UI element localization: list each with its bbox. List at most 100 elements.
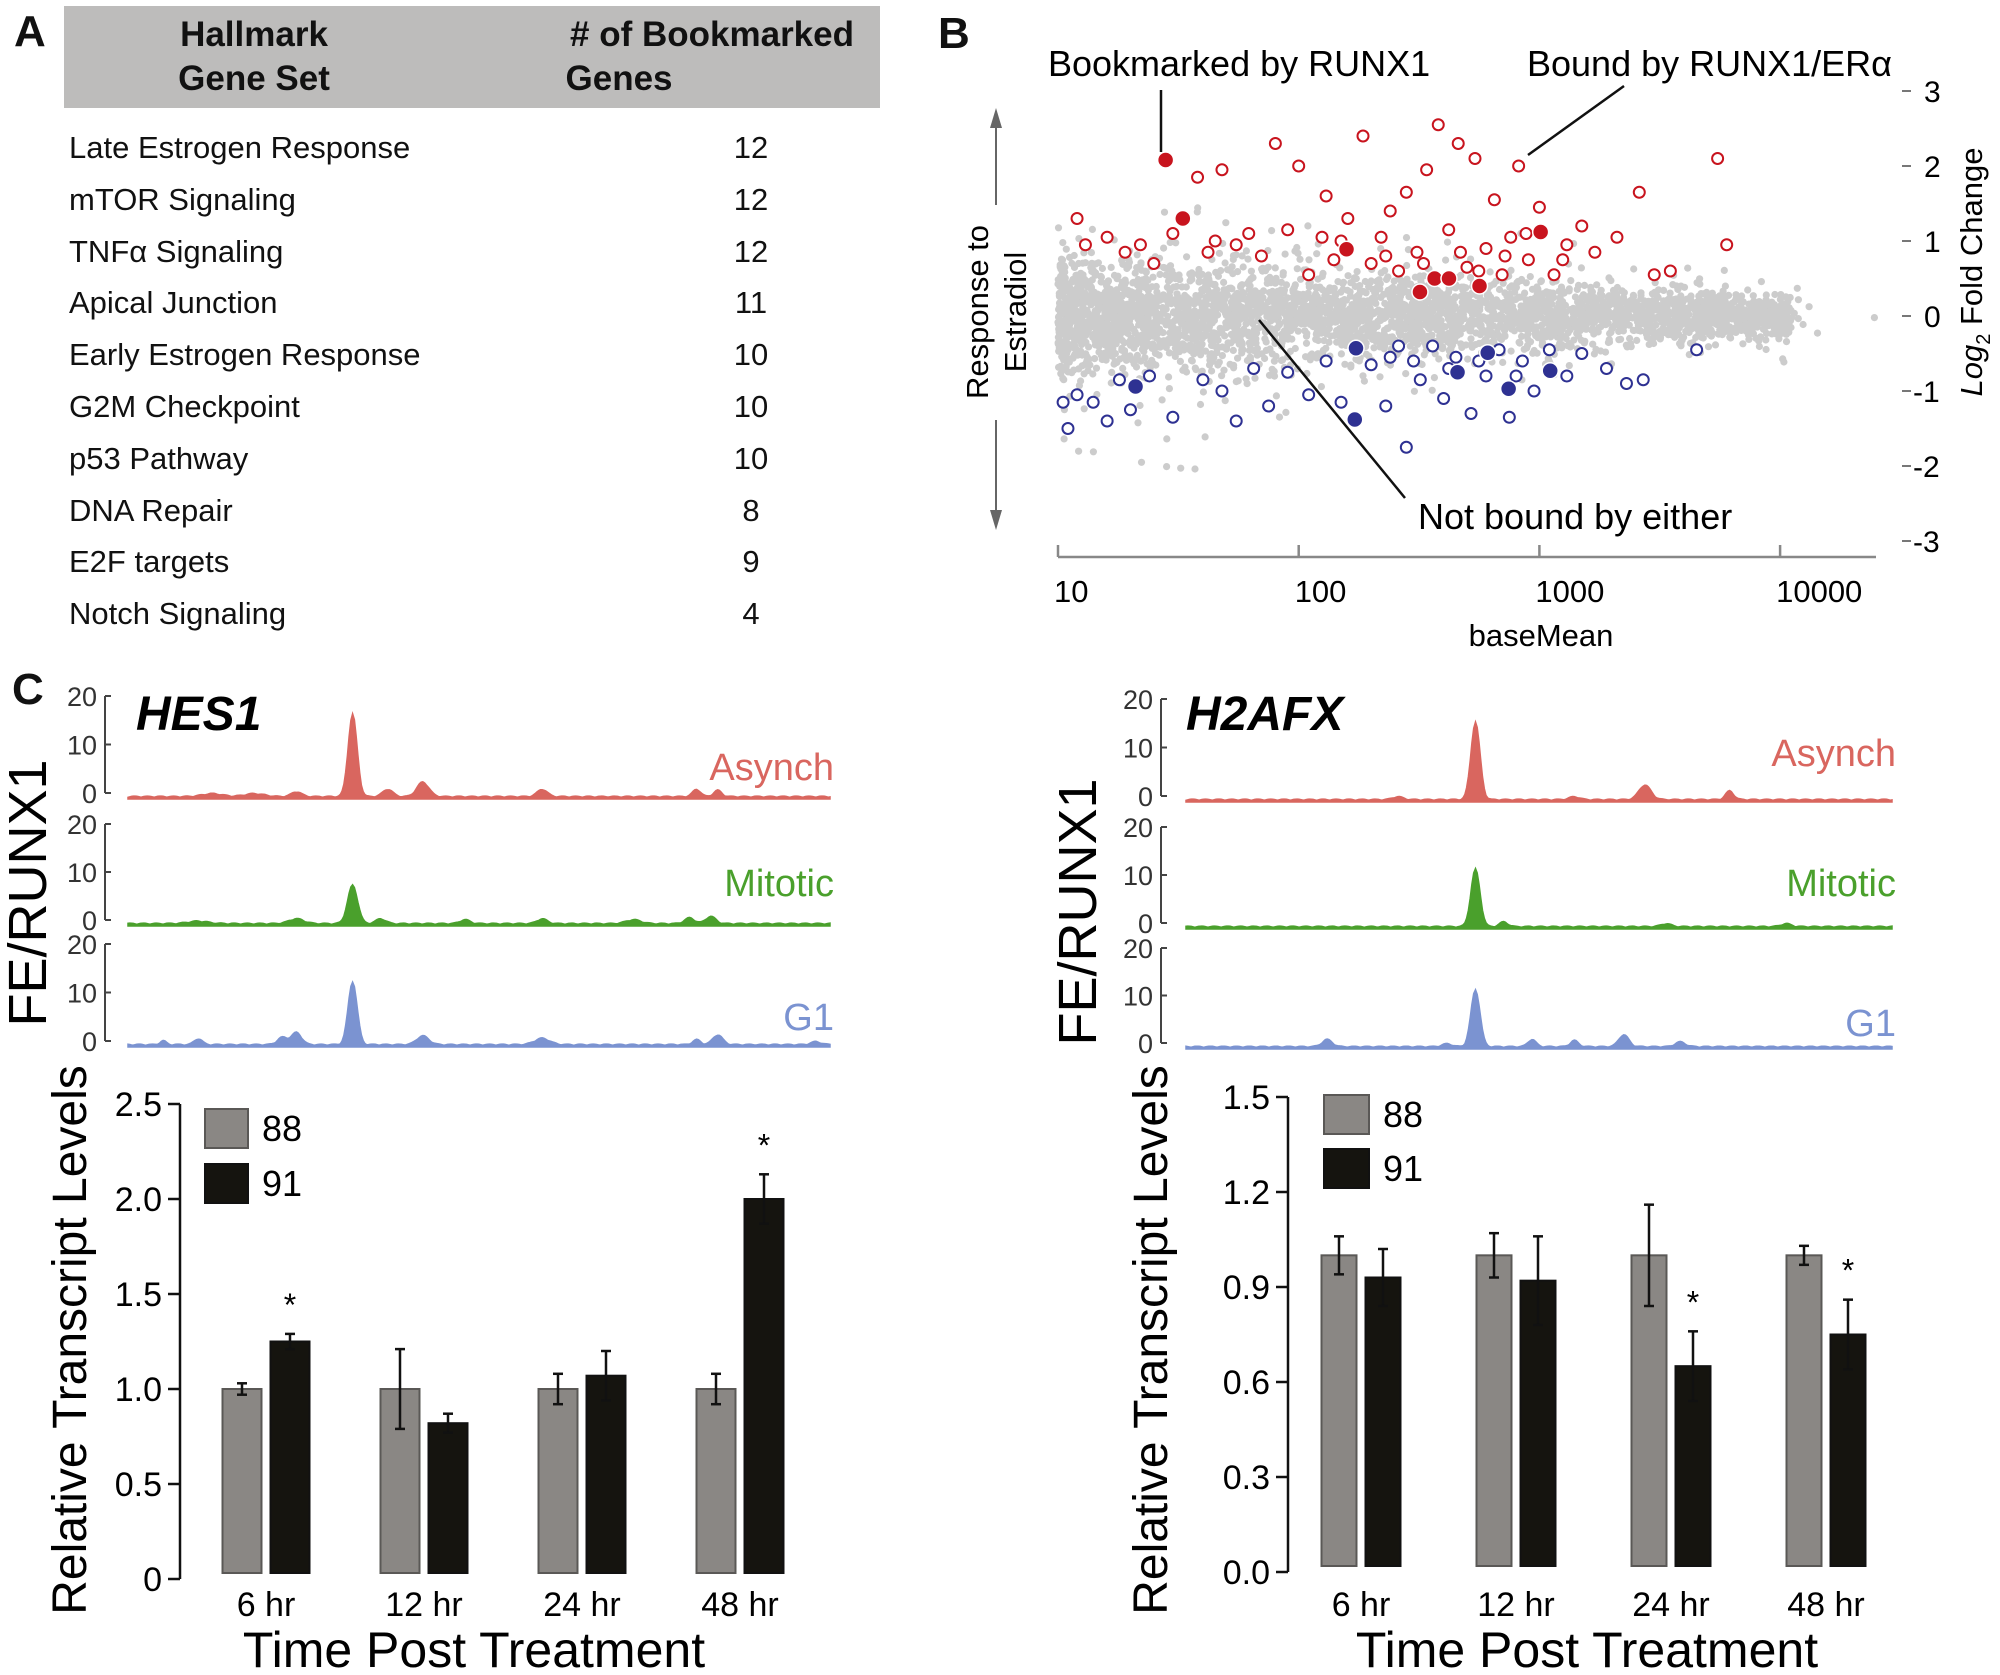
not-bound-point bbox=[1570, 336, 1578, 344]
not-bound-point bbox=[1119, 328, 1127, 336]
not-bound-point bbox=[1087, 323, 1095, 331]
bound-down-point bbox=[1619, 377, 1633, 390]
not-bound-point bbox=[1153, 320, 1161, 328]
bound-up-point bbox=[1147, 257, 1161, 270]
not-bound-point bbox=[1152, 313, 1160, 321]
not-bound-point bbox=[1362, 289, 1370, 297]
x-tick-label: 12 hr bbox=[1477, 1586, 1555, 1624]
not-bound-point bbox=[1391, 305, 1399, 313]
not-bound-point bbox=[1651, 315, 1659, 323]
not-bound-point bbox=[1496, 334, 1504, 342]
not-bound-point bbox=[1486, 282, 1494, 290]
not-bound-point bbox=[1060, 366, 1068, 374]
not-bound-point bbox=[1588, 312, 1596, 320]
not-bound-point bbox=[1160, 244, 1168, 252]
not-bound-point bbox=[1546, 294, 1555, 302]
y-tick-label: 2.0 bbox=[115, 1181, 162, 1219]
not-bound-point bbox=[1089, 448, 1097, 456]
table-row: mTOR Signaling 12 bbox=[69, 180, 885, 220]
bookmarked-up-point bbox=[1470, 277, 1489, 295]
not-bound-point bbox=[1238, 330, 1246, 339]
not-bound-point bbox=[1065, 313, 1073, 321]
not-bound-point bbox=[1521, 289, 1529, 297]
not-bound-point bbox=[1207, 291, 1215, 299]
arrow-down-icon bbox=[990, 510, 1002, 530]
not-bound-point bbox=[1406, 342, 1414, 350]
not-bound-point bbox=[1183, 324, 1191, 332]
not-bound-point bbox=[1054, 224, 1063, 232]
not-bound-point bbox=[1061, 277, 1069, 285]
not-bound-point bbox=[1171, 308, 1179, 316]
bound-up-point bbox=[1078, 238, 1092, 252]
not-bound-point bbox=[1263, 279, 1271, 287]
not-bound-point bbox=[1363, 325, 1371, 333]
not-bound-point bbox=[1222, 287, 1230, 296]
not-bound-point bbox=[1284, 335, 1292, 343]
not-bound-point bbox=[1381, 267, 1389, 275]
not-bound-point bbox=[1297, 304, 1305, 313]
not-bound-point bbox=[1245, 346, 1254, 355]
not-bound-point bbox=[1095, 343, 1103, 351]
not-bound-point bbox=[1607, 277, 1615, 285]
not-bound-point bbox=[1215, 249, 1223, 257]
not-bound-point bbox=[1310, 316, 1318, 324]
not-bound-point bbox=[1542, 288, 1551, 296]
not-bound-point bbox=[1244, 329, 1252, 337]
not-bound-point bbox=[1267, 316, 1275, 324]
not-bound-point bbox=[1458, 298, 1466, 306]
bookmarked-count: 12 bbox=[733, 181, 769, 217]
not-bound-point bbox=[1317, 297, 1326, 305]
bookmarked-up-point bbox=[1337, 240, 1356, 258]
not-bound-point bbox=[1320, 337, 1328, 345]
not-bound-point bbox=[1195, 278, 1204, 286]
table-row: E2F targets 9 bbox=[69, 542, 885, 582]
bound-down-point bbox=[1599, 362, 1613, 375]
y-label-fe-runx1-left: FE/RUNX1 bbox=[0, 759, 58, 1026]
table-row: Apical Junction 11 bbox=[69, 283, 885, 323]
bound-up-point bbox=[1392, 264, 1406, 278]
bound-up-point bbox=[1133, 238, 1147, 252]
not-bound-point bbox=[1207, 337, 1215, 345]
not-bound-point bbox=[1580, 339, 1588, 347]
not-bound-point bbox=[1283, 317, 1291, 325]
x-tick-label: 24 hr bbox=[1632, 1586, 1710, 1624]
bound-up-point bbox=[1410, 245, 1424, 259]
not-bound-point bbox=[1737, 307, 1745, 315]
not-bound-point bbox=[1673, 304, 1681, 312]
bound-up-point bbox=[1512, 159, 1526, 173]
bound-up-point bbox=[1647, 268, 1661, 282]
legend-swatch-91 bbox=[1323, 1148, 1370, 1189]
bar-88-12hr bbox=[1475, 1254, 1513, 1568]
not-bound-point bbox=[1118, 257, 1126, 265]
not-bound-point bbox=[1107, 263, 1115, 271]
not-bound-point bbox=[1093, 326, 1101, 334]
not-bound-point bbox=[1467, 327, 1475, 335]
not-bound-point bbox=[1449, 300, 1457, 308]
not-bound-point bbox=[1476, 331, 1484, 339]
not-bound-point bbox=[1268, 350, 1276, 358]
not-bound-point bbox=[1331, 318, 1339, 326]
not-bound-point bbox=[1156, 296, 1164, 304]
not-bound-point bbox=[1277, 304, 1285, 312]
track-y-tick-label: 20 bbox=[1123, 813, 1153, 843]
not-bound-point bbox=[1129, 279, 1137, 287]
not-bound-point bbox=[1417, 328, 1425, 336]
not-bound-point bbox=[1566, 343, 1574, 351]
bookmarked-up-point bbox=[1156, 151, 1175, 169]
not-bound-point bbox=[1443, 302, 1451, 310]
not-bound-point bbox=[1057, 255, 1066, 263]
not-bound-point bbox=[1085, 343, 1093, 351]
not-bound-point bbox=[1070, 263, 1079, 271]
not-bound-point bbox=[1466, 274, 1475, 282]
bound-up-point bbox=[1519, 227, 1533, 240]
not-bound-point bbox=[1630, 265, 1638, 273]
not-bound-point bbox=[1191, 465, 1199, 473]
not-bound-point bbox=[1070, 366, 1078, 374]
not-bound-point bbox=[1609, 292, 1617, 300]
not-bound-point bbox=[1443, 238, 1452, 246]
not-bound-point bbox=[1156, 270, 1164, 278]
not-bound-point bbox=[1110, 271, 1119, 279]
not-bound-point bbox=[1340, 316, 1348, 324]
x-tick-label: 6 hr bbox=[237, 1586, 296, 1624]
not-bound-point bbox=[1539, 327, 1547, 335]
